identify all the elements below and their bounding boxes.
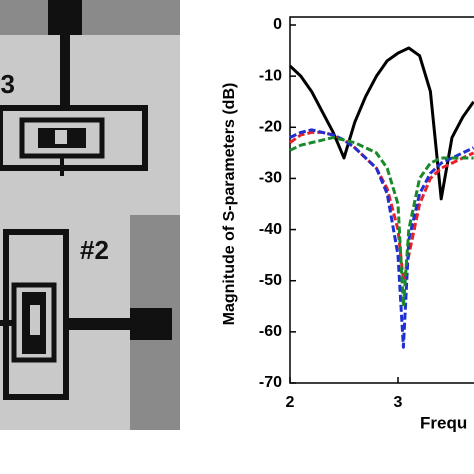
series-line	[289, 136, 474, 308]
series-line	[289, 128, 474, 349]
y-tick-label: -50	[259, 272, 282, 289]
y-tick-label: -10	[259, 67, 282, 84]
y-tick-label: -60	[259, 323, 282, 340]
series-line	[289, 130, 474, 283]
y-tick-label: -70	[259, 374, 282, 391]
x-tick-label: 3	[394, 394, 403, 411]
x-axis-label: Frequ	[420, 413, 467, 432]
layout-photo: #3 #2	[0, 0, 180, 474]
y-tick-label: -40	[259, 221, 282, 238]
plot-frame	[289, 16, 474, 384]
y-tick-label: 0	[273, 16, 282, 33]
layout-label: #3	[0, 69, 15, 99]
x-tick-label: 2	[286, 394, 295, 411]
series-line	[288, 46, 474, 201]
y-axis-label: Magnitude of S-parameters (dB)	[221, 83, 238, 326]
chart: 0 -10 -20 -30 -40 -50 -60 -702 3 Magnitude of S-p…	[221, 16, 474, 432]
y-tick-label: -30	[259, 170, 282, 187]
layout-label: #2	[80, 235, 109, 265]
y-tick-label: -20	[259, 119, 282, 136]
